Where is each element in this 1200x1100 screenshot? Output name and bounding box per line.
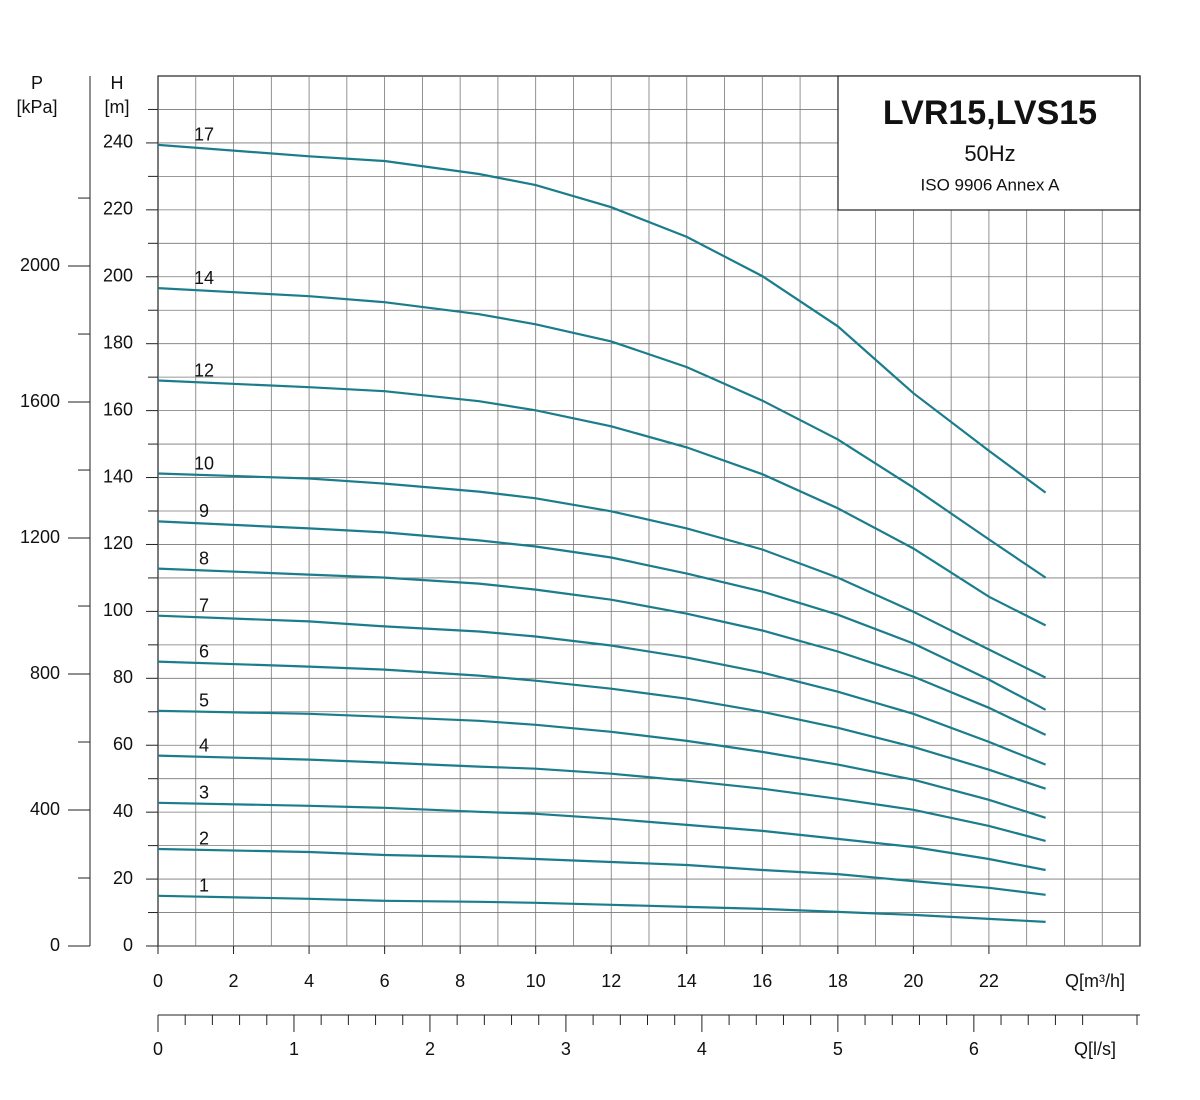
x-tick-label: 20 (903, 971, 923, 991)
curve-label: 17 (194, 125, 214, 145)
q-tick-label: 1 (289, 1039, 299, 1059)
x-tick-label: 10 (526, 971, 546, 991)
p-tick-label: 0 (50, 935, 60, 955)
x-tick-label: 12 (601, 971, 621, 991)
pump-curve (157, 472, 1047, 679)
pump-curve (157, 709, 1046, 819)
y-axis-unit: [m] (105, 97, 130, 117)
p-tick-label: 1600 (20, 391, 60, 411)
curve-label: 6 (199, 641, 209, 661)
curve-label: 4 (199, 735, 209, 755)
pump-curve (157, 614, 1047, 766)
q-axis-label: Q[l/s] (1074, 1039, 1116, 1059)
p-tick-label: 800 (30, 663, 60, 683)
y-axis-label: H (111, 73, 124, 93)
q-tick-label: 0 (153, 1039, 163, 1059)
x-tick-label: 6 (380, 971, 390, 991)
p-tick-label: 400 (30, 799, 60, 819)
q-tick-label: 5 (833, 1039, 843, 1059)
title-frame (837, 75, 1141, 211)
q-tick-label: 6 (969, 1039, 979, 1059)
q-tick-label: 4 (697, 1039, 707, 1059)
pump-curve (157, 801, 1046, 872)
y-tick-label: 200 (103, 266, 133, 286)
pump-curve (157, 520, 1047, 711)
y-tick-label: 20 (113, 868, 133, 888)
y-tick-label: 0 (123, 935, 133, 955)
curve-label: 5 (199, 691, 209, 711)
y-tick-label: 180 (103, 332, 133, 352)
y-tick-label: 60 (113, 734, 133, 754)
x-tick-label: 16 (752, 971, 772, 991)
note: ISO 9906 Annex A (921, 175, 1061, 194)
pump-curve (157, 143, 1047, 494)
title-box: LVR15,LVS15 50Hz ISO 9906 Annex A (837, 75, 1141, 211)
x-tick-label: 4 (304, 971, 314, 991)
curve-label: 9 (199, 501, 209, 521)
y-tick-label: 240 (103, 132, 133, 152)
p-tick-label: 1200 (20, 527, 60, 547)
subtitle: 50Hz (964, 141, 1015, 166)
x-tick-label: 8 (455, 971, 465, 991)
chart-title: LVR15,LVS15 (883, 94, 1097, 132)
curve-label: 1 (199, 876, 209, 896)
curve-label: 7 (199, 595, 209, 615)
curve-label: 3 (199, 783, 209, 803)
curve-label: 14 (194, 268, 214, 288)
p-tick-label: 2000 (20, 255, 60, 275)
p-axis-unit: [kPa] (16, 97, 57, 117)
q-tick-label: 3 (561, 1039, 571, 1059)
p-axis-label: P (31, 73, 43, 93)
pump-curve (157, 847, 1046, 896)
y-tick-label: 160 (103, 399, 133, 419)
x-tick-label: 2 (229, 971, 239, 991)
y-tick-label: 120 (103, 533, 133, 553)
x-tick-label: 0 (153, 971, 163, 991)
pump-curve (157, 660, 1046, 790)
y-tick-label: 140 (103, 466, 133, 486)
y-tick-label: 100 (103, 600, 133, 620)
x-tick-label: 14 (677, 971, 697, 991)
curve-label: 8 (199, 548, 209, 568)
pump-curve (157, 379, 1047, 627)
pump-curve (157, 754, 1046, 842)
curve-label: 12 (194, 360, 214, 380)
x-tick-label: 22 (979, 971, 999, 991)
x-tick-label: 18 (828, 971, 848, 991)
pump-curve (157, 567, 1047, 736)
y-tick-label: 40 (113, 801, 133, 821)
curves: 17 14 12 10 9 8 7 6 5 4 3 2 1 (157, 125, 1047, 923)
curve-label: 10 (194, 453, 214, 473)
pump-curve (157, 894, 1046, 923)
y-tick-label: 220 (103, 199, 133, 219)
curve-label: 2 (199, 829, 209, 849)
grid (158, 76, 1140, 947)
y-tick-label: 80 (113, 667, 133, 687)
q-tick-label: 2 (425, 1039, 435, 1059)
x-axis-label: Q[m³/h] (1065, 971, 1125, 991)
pump-curve (157, 287, 1047, 579)
